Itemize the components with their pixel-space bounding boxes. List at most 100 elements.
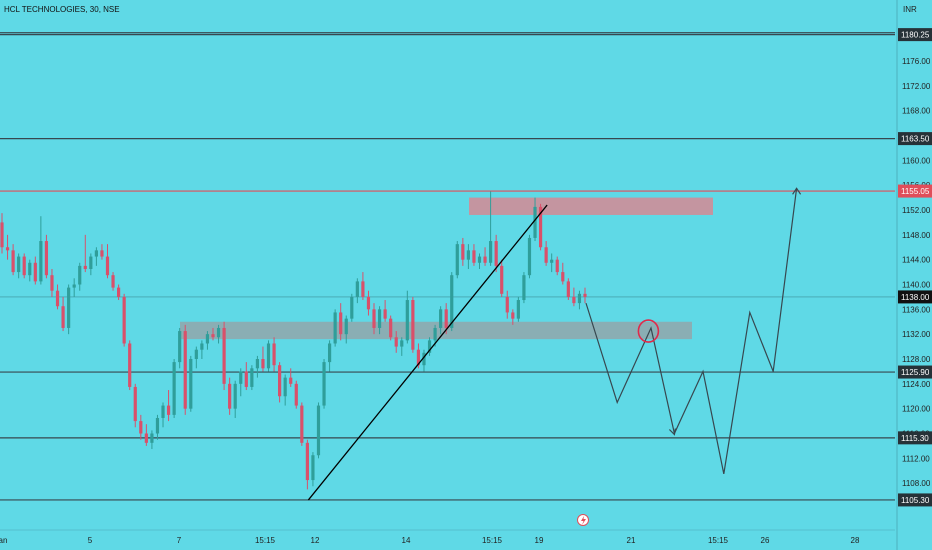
candle [228,377,232,415]
x-tick-label: 12 [311,536,320,545]
x-tick-label: 15:15 [255,536,276,545]
candle [55,284,60,310]
x-tick-label: 14 [402,536,411,545]
candle-body [511,312,515,319]
candle-body [61,306,65,328]
candle-body [144,433,148,443]
x-tick-label: 15:15 [482,536,503,545]
candle [366,290,371,316]
candle-body [339,312,343,335]
y-tick-label: 1160.00 [902,156,931,165]
candle-body [461,244,465,260]
candle-body [350,296,354,319]
price-axis: 1108.001112.001116.001120.001124.001128.… [896,0,932,550]
level-tag-text: 1163.50 [901,135,930,144]
candle [355,278,359,304]
candle-body [344,318,348,335]
candle-body [228,383,232,409]
candle [500,259,504,297]
candle [166,390,171,422]
candle-body [444,309,448,328]
candle-body [355,281,359,297]
candle-body [278,365,282,397]
y-tick-label: 1144.00 [902,256,931,265]
x-tick-label: 26 [761,536,770,545]
level-tag-text: 1125.90 [901,368,930,377]
candle [300,402,304,446]
candle [205,331,210,350]
candle [405,290,409,344]
candle-body [527,237,532,276]
candle-body [216,327,221,338]
projection-path [585,188,798,474]
candle-body [333,312,337,344]
candle [466,244,470,269]
y-tick-label: 1136.00 [902,305,931,314]
candle [61,296,65,332]
candle [155,414,160,440]
candle [161,402,165,428]
candle [339,303,343,341]
candle [0,213,4,254]
candle [439,306,443,335]
candle-body [316,405,321,456]
y-tick-label: 1112.00 [902,454,930,463]
candle-body [327,343,332,363]
candle [244,362,248,391]
candle [327,340,332,372]
candle-body [55,290,60,307]
candle-body [577,293,582,304]
candle-body [472,250,476,263]
lightning-icon[interactable] [577,514,589,526]
candle-body [239,371,243,384]
candle [333,309,337,347]
y-tick-label: 1148.00 [902,231,931,240]
candle [122,293,126,347]
x-tick-label: 21 [627,536,636,545]
candle-body [366,296,371,310]
candle-body [400,340,404,347]
candle-body [405,300,409,341]
candle [72,278,76,297]
candle [22,253,26,279]
candle [28,259,32,282]
candle [583,287,587,304]
last-price-tag-text: 1138.00 [901,293,930,302]
x-tick-label: 7 [177,536,182,545]
candle-body [39,241,43,282]
time-axis: Jan 5 7 15:15 12 14 15:15 19 21 15:15 26 28 [0,529,895,545]
currency-label: INR [903,5,917,14]
candle [350,293,354,322]
candle [194,346,198,369]
level-tag [898,493,932,507]
candle-body [505,296,509,313]
candle-body [372,309,376,328]
level-tag [898,132,932,146]
candle-body [383,309,387,319]
y-tick-label: 1140.00 [902,281,931,290]
candle [550,253,554,273]
candle [5,234,10,260]
last-price-tag [898,290,932,304]
candle-body [133,386,137,422]
candle [344,315,348,344]
candle-body [305,442,309,481]
candle [316,402,321,459]
candle [455,241,459,279]
x-tick-label: 15:15 [708,536,729,545]
candle [105,244,110,279]
candle-body [272,343,276,366]
candle [422,349,426,372]
candle [522,272,526,304]
y-tick-label: 1172.00 [902,82,931,91]
level-tag [898,365,932,379]
candle [566,278,570,301]
candle [178,327,182,369]
candle [266,340,271,372]
candle-body [289,377,293,384]
candle [67,284,71,335]
candle-body [22,256,26,276]
candle-body [44,241,49,276]
